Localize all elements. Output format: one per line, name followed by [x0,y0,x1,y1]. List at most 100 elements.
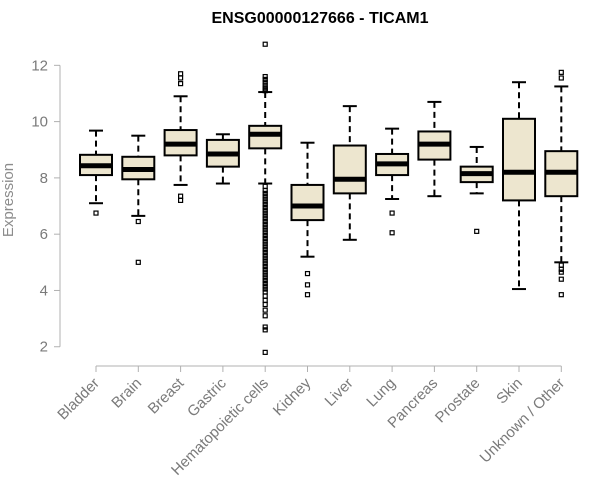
outlier-point [389,230,395,236]
outlier-point [262,73,268,80]
outlier-point [558,292,564,298]
outlier-point [262,187,268,194]
outlier-point [178,75,184,81]
box-gastric [205,133,240,185]
y-tick-label: 6 [40,226,48,243]
outlier-point [262,238,268,244]
y-axis: 2 4 6 8 10 12 [31,57,61,356]
outlier-point [262,266,268,272]
outlier-point [262,261,268,267]
outlier-point [304,270,311,277]
outlier-point [262,327,268,333]
outlier-point [262,213,268,219]
outlier-point [262,301,268,308]
boxes [79,41,579,355]
outlier-point [474,228,480,234]
outlier-point [262,297,268,303]
outlier-point [262,227,268,233]
outlier-point [262,76,268,82]
outlier-point [262,216,268,222]
outlier-point [558,69,564,75]
outlier-point [262,249,268,256]
outlier-point [262,293,268,299]
outlier-point [389,210,395,216]
outlier-point [262,244,268,250]
outlier-point [262,235,268,241]
box-unknown-other [544,69,579,298]
box-kidney [290,141,325,298]
y-tick-label: 2 [40,339,48,356]
outlier-point [135,259,141,265]
outlier-point [262,193,268,199]
outlier-point [178,193,184,199]
x-tick-label: Kidney [270,374,315,419]
x-tick-label: Prostate [432,375,484,427]
outlier-point [262,41,268,47]
y-tick-label: 4 [40,282,48,299]
x-tick-label: Breast [145,374,188,417]
x-tick-label: Liver [322,375,357,410]
box-prostate [459,145,494,234]
outlier-point [262,313,268,319]
outlier-point [558,75,564,81]
outlier-point [304,282,311,288]
chart-title: ENSG00000127666 - TICAM1 [212,10,429,27]
outlier-point [262,221,268,227]
x-tick-label: Skin [493,375,526,408]
outlier-point [262,263,268,270]
outlier-point [262,280,268,287]
x-tick-label: Brain [108,375,145,412]
box-bladder [79,129,113,216]
y-tick-label: 12 [31,57,48,74]
outlier-point [262,255,268,261]
iqr-box [290,183,325,222]
outlier-point [178,71,184,77]
outlier-point [262,283,268,289]
outlier-point [262,230,268,236]
box-liver [332,105,367,241]
outlier-point [262,199,268,205]
outlier-point [262,286,268,292]
outlier-point [262,241,268,247]
outlier-point [262,79,268,85]
outlier-point [262,278,268,284]
outlier-point [262,218,268,225]
outlier-point [262,247,268,253]
outlier-point [262,275,268,281]
outlier-point [262,232,268,239]
x-tick-label: Bladder [54,375,103,424]
outlier-point [262,190,268,196]
outlier-point [135,218,141,225]
outlier-point [262,252,268,258]
outlier-point [262,324,268,330]
outlier-point [178,197,184,204]
outlier-point [262,269,268,275]
outlier-point [262,183,268,189]
y-axis-label: Expression [0,163,17,237]
box-lung [375,127,410,236]
outlier-point [262,272,268,278]
y-tick-label: 10 [31,114,48,131]
box-breast [163,71,198,204]
outlier-point [262,204,268,211]
iqr-box [332,144,367,195]
outlier-point [558,269,564,275]
outlier-point [262,307,268,313]
outlier-point [262,210,268,216]
box-brain [121,134,156,265]
iqr-box [502,117,536,202]
iqr-box [248,124,283,150]
outlier-point [262,88,268,94]
outlier-point [558,262,564,268]
outlier-point [262,202,268,208]
box-skin [502,81,536,291]
outlier-point [558,266,564,272]
outlier-point [262,196,268,202]
outlier-point [178,81,184,87]
outlier-point [262,207,268,213]
outlier-point [262,349,268,355]
x-tick-label: Lung [363,375,399,411]
box-hematopoietic-cells [248,41,283,355]
